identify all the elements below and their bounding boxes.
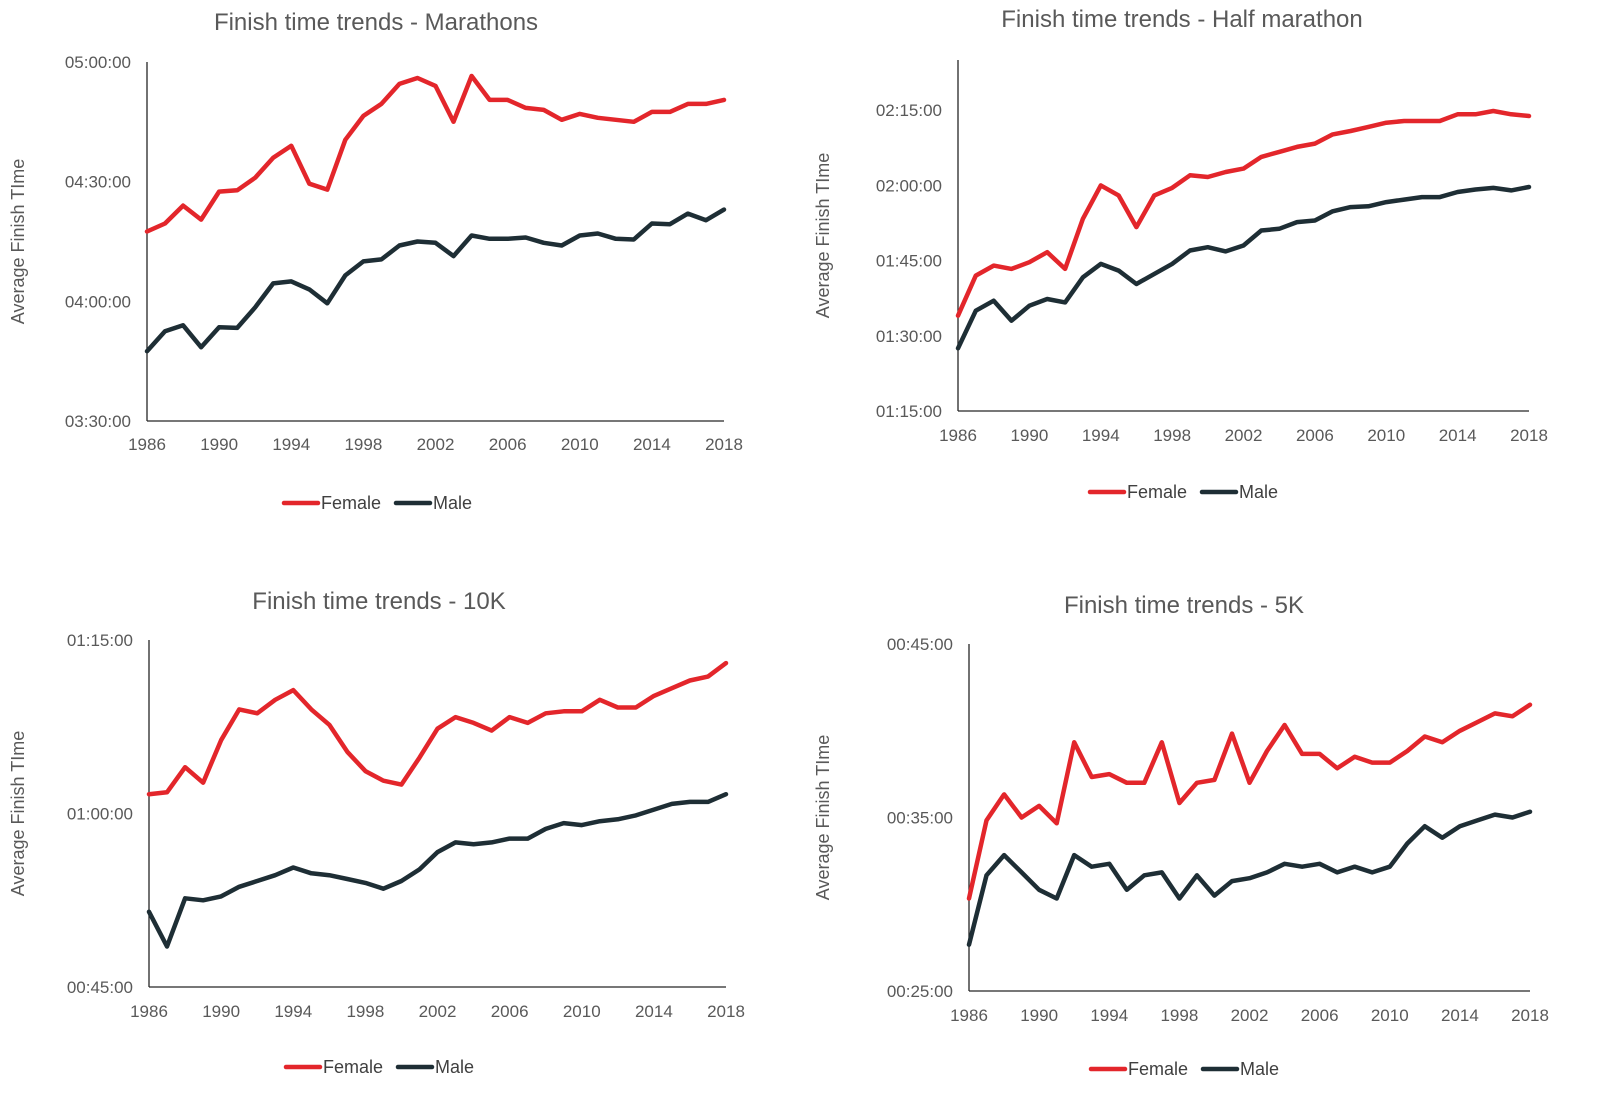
x-tick-label: 1994	[272, 435, 310, 454]
x-tick-label: 2002	[1231, 1006, 1269, 1025]
y-tick-label: 04:00:00	[65, 292, 131, 311]
x-tick-label: 1990	[200, 435, 238, 454]
x-tick-label: 1990	[1010, 426, 1048, 445]
x-tick-label: 1986	[950, 1006, 988, 1025]
x-tick-label: 2002	[417, 435, 455, 454]
x-tick-label: 1998	[344, 435, 382, 454]
chart-5k: Finish time trends - 5K Average Finish TI…	[813, 592, 1549, 1079]
x-tick-label: 1994	[1090, 1006, 1128, 1025]
series-line-female	[955, 108, 1532, 318]
x-tick-label: 2006	[489, 435, 527, 454]
series-line-male	[955, 184, 1532, 351]
legend-label-female: Female	[323, 1057, 383, 1077]
y-tick-label: 02:00:00	[876, 176, 942, 195]
chart-10k: Finish time trends - 10K Average Finish T…	[8, 588, 745, 1077]
chart-half-marathon: Finish time trends - Half marathon Averag…	[813, 6, 1548, 502]
y-axis-label: Average Finish TIme	[8, 731, 28, 896]
y-axis-label: Average Finish TIme	[813, 153, 833, 318]
y-tick-label: 04:30:00	[65, 173, 131, 192]
y-tick-label: 00:25:00	[887, 982, 953, 1001]
y-tick-label: 00:35:00	[887, 809, 953, 828]
x-tick-label: 2010	[1367, 426, 1405, 445]
x-tick-label: 2018	[707, 1002, 745, 1021]
x-tick-label: 2014	[635, 1002, 673, 1021]
y-tick-label: 01:00:00	[67, 805, 133, 824]
series-line-female	[146, 660, 729, 797]
legend-label-male: Male	[433, 493, 472, 513]
chart-panel-half-marathon: Finish time trends - Half marathon Averag…	[805, 0, 1600, 557]
x-tick-label: 2002	[419, 1002, 457, 1021]
series-line-female	[144, 73, 727, 234]
x-tick-label: 1990	[202, 1002, 240, 1021]
x-tick-label: 1986	[128, 435, 166, 454]
y-tick-label: 01:15:00	[67, 631, 133, 650]
legend-label-male: Male	[435, 1057, 474, 1077]
x-tick-label: 1994	[274, 1002, 312, 1021]
chart-marathons: Finish time trends - Marathons Average Fi…	[8, 9, 743, 513]
chart-title: Finish time trends - Half marathon	[1001, 6, 1362, 33]
series-line-female	[966, 702, 1533, 901]
y-tick-label: 01:30:00	[876, 327, 942, 346]
x-tick-label: 2006	[1301, 1006, 1339, 1025]
y-tick-label: 02:15:00	[876, 101, 942, 120]
y-tick-label: 05:00:00	[65, 53, 131, 72]
x-tick-label: 1998	[1153, 426, 1191, 445]
x-tick-label: 2002	[1225, 426, 1263, 445]
x-tick-label: 2010	[563, 1002, 601, 1021]
y-tick-label: 00:45:00	[67, 978, 133, 997]
x-tick-label: 2018	[705, 435, 743, 454]
x-tick-label: 1994	[1082, 426, 1120, 445]
y-tick-label: 03:30:00	[65, 412, 131, 431]
x-tick-label: 2018	[1510, 426, 1548, 445]
legend-label-female: Female	[1127, 482, 1187, 502]
x-tick-label: 1998	[346, 1002, 384, 1021]
x-tick-label: 1986	[130, 1002, 168, 1021]
legend-label-male: Male	[1240, 1059, 1279, 1079]
x-tick-label: 2014	[633, 435, 671, 454]
y-axis-label: Average Finish TIme	[813, 735, 833, 900]
y-tick-label: 01:15:00	[876, 402, 942, 421]
series-line-male	[144, 207, 727, 354]
x-tick-label: 1986	[939, 426, 977, 445]
legend-label-male: Male	[1239, 482, 1278, 502]
chart-title: Finish time trends - 10K	[252, 588, 505, 615]
x-tick-label: 2014	[1439, 426, 1477, 445]
chart-panel-5k: Finish time trends - 5K Average Finish TI…	[805, 557, 1600, 1114]
x-tick-label: 2014	[1441, 1006, 1479, 1025]
y-tick-label: 00:45:00	[887, 635, 953, 654]
x-tick-label: 2006	[491, 1002, 529, 1021]
x-tick-label: 2010	[1371, 1006, 1409, 1025]
chart-panel-marathons: Finish time trends - Marathons Average Fi…	[0, 0, 800, 557]
legend-label-female: Female	[321, 493, 381, 513]
y-axis-label: Average Finish TIme	[8, 159, 28, 324]
series-line-male	[966, 809, 1533, 947]
x-tick-label: 1998	[1160, 1006, 1198, 1025]
y-tick-label: 01:45:00	[876, 252, 942, 271]
series-line-male	[146, 791, 729, 949]
x-tick-label: 1990	[1020, 1006, 1058, 1025]
x-tick-label: 2018	[1511, 1006, 1549, 1025]
x-tick-label: 2010	[561, 435, 599, 454]
x-tick-label: 2006	[1296, 426, 1334, 445]
chart-title: Finish time trends - 5K	[1064, 592, 1304, 619]
chart-title: Finish time trends - Marathons	[214, 9, 538, 36]
chart-panel-10k: Finish time trends - 10K Average Finish T…	[0, 557, 800, 1114]
legend-label-female: Female	[1128, 1059, 1188, 1079]
